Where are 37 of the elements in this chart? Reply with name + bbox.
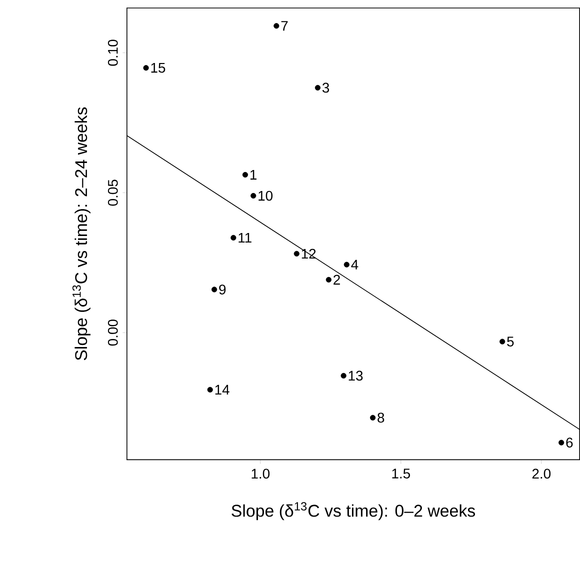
x-tick-label: 1.5 bbox=[392, 468, 410, 479]
annotation: 7 bbox=[281, 21, 288, 31]
point bbox=[370, 415, 376, 421]
point bbox=[294, 251, 300, 257]
point bbox=[314, 85, 321, 91]
point bbox=[500, 338, 506, 345]
point bbox=[274, 23, 280, 29]
point bbox=[344, 262, 350, 268]
annotation: 4 bbox=[351, 260, 358, 270]
point bbox=[326, 277, 332, 283]
y-tick-label: 0.00 bbox=[108, 320, 118, 346]
annotation: 11 bbox=[238, 233, 252, 243]
annotation: 10 bbox=[258, 191, 273, 201]
annotation: 13 bbox=[348, 370, 363, 381]
y-axis-title: Slope (δ$^{13}$C vs time): 2–24 weeks bbox=[72, 108, 90, 360]
x-tick-label: 2.0 bbox=[532, 468, 551, 479]
annotation: 3 bbox=[322, 83, 330, 93]
point bbox=[340, 373, 346, 379]
point bbox=[207, 387, 213, 393]
annotation: 8 bbox=[378, 412, 384, 423]
point bbox=[250, 193, 256, 199]
x-axis-title: Slope (δ$^{13}$C vs time): 0–2 weeks bbox=[232, 502, 475, 520]
annotation: 5 bbox=[507, 336, 514, 347]
point bbox=[230, 235, 236, 241]
annotation: 14 bbox=[215, 385, 230, 395]
x-tick-label: 1.0 bbox=[252, 468, 270, 479]
point bbox=[143, 65, 149, 71]
y-tick-label: 0.10 bbox=[108, 40, 118, 66]
point bbox=[212, 286, 218, 293]
point bbox=[242, 172, 248, 178]
annotation: 15 bbox=[151, 63, 166, 73]
y-tick-label: 0.05 bbox=[108, 180, 118, 206]
annotation: 1 bbox=[250, 170, 256, 180]
point bbox=[558, 440, 564, 446]
annotation: 9 bbox=[219, 284, 226, 295]
annotation: 2 bbox=[334, 275, 340, 285]
annotation: 6 bbox=[566, 438, 573, 448]
